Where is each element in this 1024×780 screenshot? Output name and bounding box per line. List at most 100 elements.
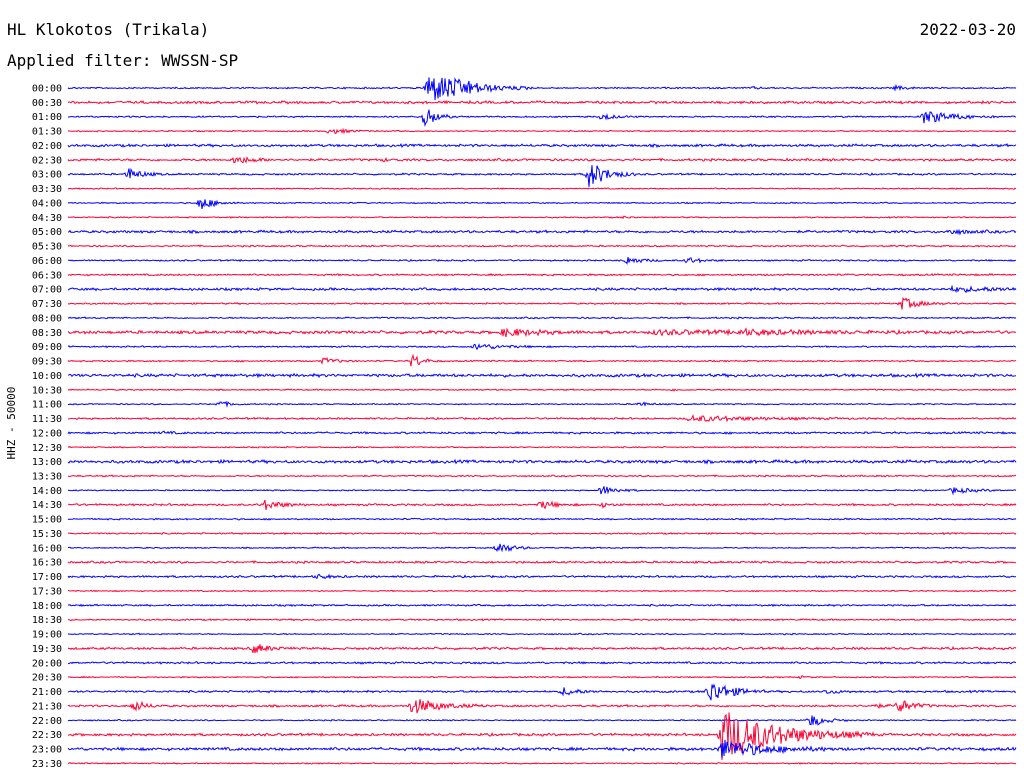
trace-1200 (67, 430, 1017, 435)
trace-0530 (67, 244, 1017, 248)
trace-1030 (67, 388, 1017, 392)
trace-1300 (67, 458, 1017, 465)
trace-1530 (67, 531, 1017, 536)
time-label: 18:00 (32, 601, 62, 612)
time-label: 12:00 (32, 428, 62, 439)
trace-0100 (67, 109, 1017, 127)
trace-0700 (67, 284, 1017, 294)
time-label: 01:00 (32, 112, 62, 123)
trace-1430 (67, 499, 1017, 511)
time-label: 21:00 (32, 687, 62, 698)
time-label: 18:30 (32, 615, 62, 626)
time-label: 09:30 (32, 357, 62, 368)
trace-2230 (67, 712, 1017, 761)
time-label: 13:00 (32, 457, 62, 468)
trace-1400 (67, 486, 1017, 496)
time-label: 22:30 (32, 730, 62, 741)
time-label: 11:00 (32, 400, 62, 411)
time-label: 15:30 (32, 529, 62, 540)
trace-0230 (67, 156, 1017, 164)
time-label: 16:30 (32, 558, 62, 569)
trace-1700 (67, 573, 1016, 580)
time-label: 22:00 (32, 716, 62, 727)
time-label: 20:00 (32, 658, 62, 669)
trace-1830 (67, 618, 1017, 622)
trace-1500 (67, 517, 1017, 521)
time-label: 03:00 (32, 170, 62, 181)
time-label: 13:30 (32, 471, 62, 482)
trace-0930 (67, 353, 1017, 367)
trace-1100 (67, 400, 1017, 408)
time-label: 08:30 (32, 328, 62, 339)
trace-0900 (67, 343, 1017, 351)
time-label: 05:30 (32, 242, 62, 253)
time-label: 19:00 (32, 630, 62, 641)
time-label: 10:00 (32, 371, 62, 382)
trace-1130 (67, 414, 1017, 423)
trace-0630 (67, 272, 1017, 277)
station-title: HL Klokotos (Trikala) (7, 20, 210, 39)
time-label: 14:00 (32, 486, 62, 497)
time-label: 20:30 (32, 673, 62, 684)
time-label: 06:30 (32, 270, 62, 281)
trace-0500 (67, 228, 1017, 236)
time-label: 05:00 (32, 227, 62, 238)
trace-2300 (67, 739, 1017, 759)
time-label: 01:30 (32, 127, 62, 138)
trace-0400 (67, 199, 1017, 210)
trace-1000 (68, 372, 1017, 379)
time-label: 15:00 (32, 515, 62, 526)
trace-0830 (67, 327, 1017, 338)
trace-2000 (67, 660, 1017, 665)
time-label: 07:00 (32, 285, 62, 296)
time-label: 23:00 (32, 745, 62, 756)
trace-0600 (67, 256, 1017, 265)
trace-1900 (67, 632, 1017, 636)
trace-1930 (67, 644, 1017, 654)
filter-subtitle: Applied filter: WWSSN-SP (7, 51, 239, 70)
time-label: 23:30 (32, 759, 62, 770)
time-label: 21:30 (32, 701, 62, 712)
trace-2130 (67, 699, 1017, 714)
time-label: 07:30 (32, 299, 62, 310)
time-label: 00:00 (32, 84, 62, 95)
trace-1730 (67, 589, 1017, 593)
trace-1630 (67, 560, 1017, 565)
time-label: 08:00 (32, 313, 62, 324)
trace-1330 (67, 474, 1017, 478)
time-label: 04:30 (32, 213, 62, 224)
time-label: 16:00 (32, 543, 62, 554)
time-label: 14:30 (32, 500, 62, 511)
trace-2330 (67, 762, 1017, 765)
trace-0200 (67, 143, 1017, 149)
trace-2200 (67, 715, 1017, 726)
time-label: 12:30 (32, 443, 62, 454)
time-label: 17:00 (32, 572, 62, 583)
trace-0300 (67, 165, 1017, 187)
trace-2030 (68, 675, 1017, 679)
time-label: 00:30 (32, 98, 62, 109)
trace-0730 (67, 296, 1017, 310)
time-label: 06:00 (32, 256, 62, 267)
time-label: 02:00 (32, 141, 62, 152)
trace-0800 (67, 316, 1017, 320)
time-label: 19:30 (32, 644, 62, 655)
trace-0030 (67, 99, 1017, 105)
time-label: 10:30 (32, 385, 62, 396)
time-label: 17:30 (32, 586, 62, 597)
trace-2100 (67, 683, 1017, 701)
time-label: 11:30 (32, 414, 62, 425)
trace-0430 (67, 215, 1017, 220)
date-label: 2022-03-20 (919, 20, 1016, 39)
trace-0330 (67, 187, 1017, 190)
time-label: 04:00 (32, 198, 62, 209)
time-label: 02:30 (32, 155, 62, 166)
trace-1800 (67, 603, 1017, 608)
trace-1230 (67, 445, 1017, 449)
trace-0130 (67, 127, 1017, 135)
time-label: 09:00 (32, 342, 62, 353)
time-label: 03:30 (32, 184, 62, 195)
trace-0000 (67, 77, 1017, 101)
trace-1600 (67, 543, 1017, 553)
